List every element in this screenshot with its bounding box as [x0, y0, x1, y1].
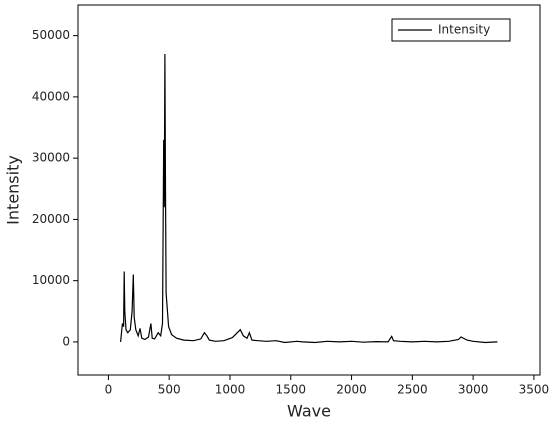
x-tick-label: 500 [158, 383, 181, 397]
y-tick-label: 0 [62, 334, 70, 348]
x-tick-label: 1000 [215, 383, 246, 397]
x-tick-label: 3000 [458, 383, 489, 397]
y-axis-title: Intensity [4, 155, 23, 225]
y-tick-label: 40000 [32, 89, 70, 103]
x-tick-label: 1500 [275, 383, 306, 397]
x-axis-title: Wave [287, 402, 331, 421]
data-line [120, 53, 498, 344]
x-tick-label: 3500 [519, 383, 550, 397]
y-tick-label: 30000 [32, 151, 70, 165]
y-tick-label: 10000 [32, 273, 70, 287]
legend-label: Intensity [438, 23, 490, 37]
legend-box [391, 18, 511, 42]
y-tick-label: 50000 [32, 28, 70, 42]
x-tick-label: 2500 [397, 383, 428, 397]
plot-frame [77, 4, 541, 376]
y-tick-label: 20000 [32, 212, 70, 226]
x-tick-label: 2000 [336, 383, 367, 397]
x-tick-label: 0 [105, 383, 113, 397]
